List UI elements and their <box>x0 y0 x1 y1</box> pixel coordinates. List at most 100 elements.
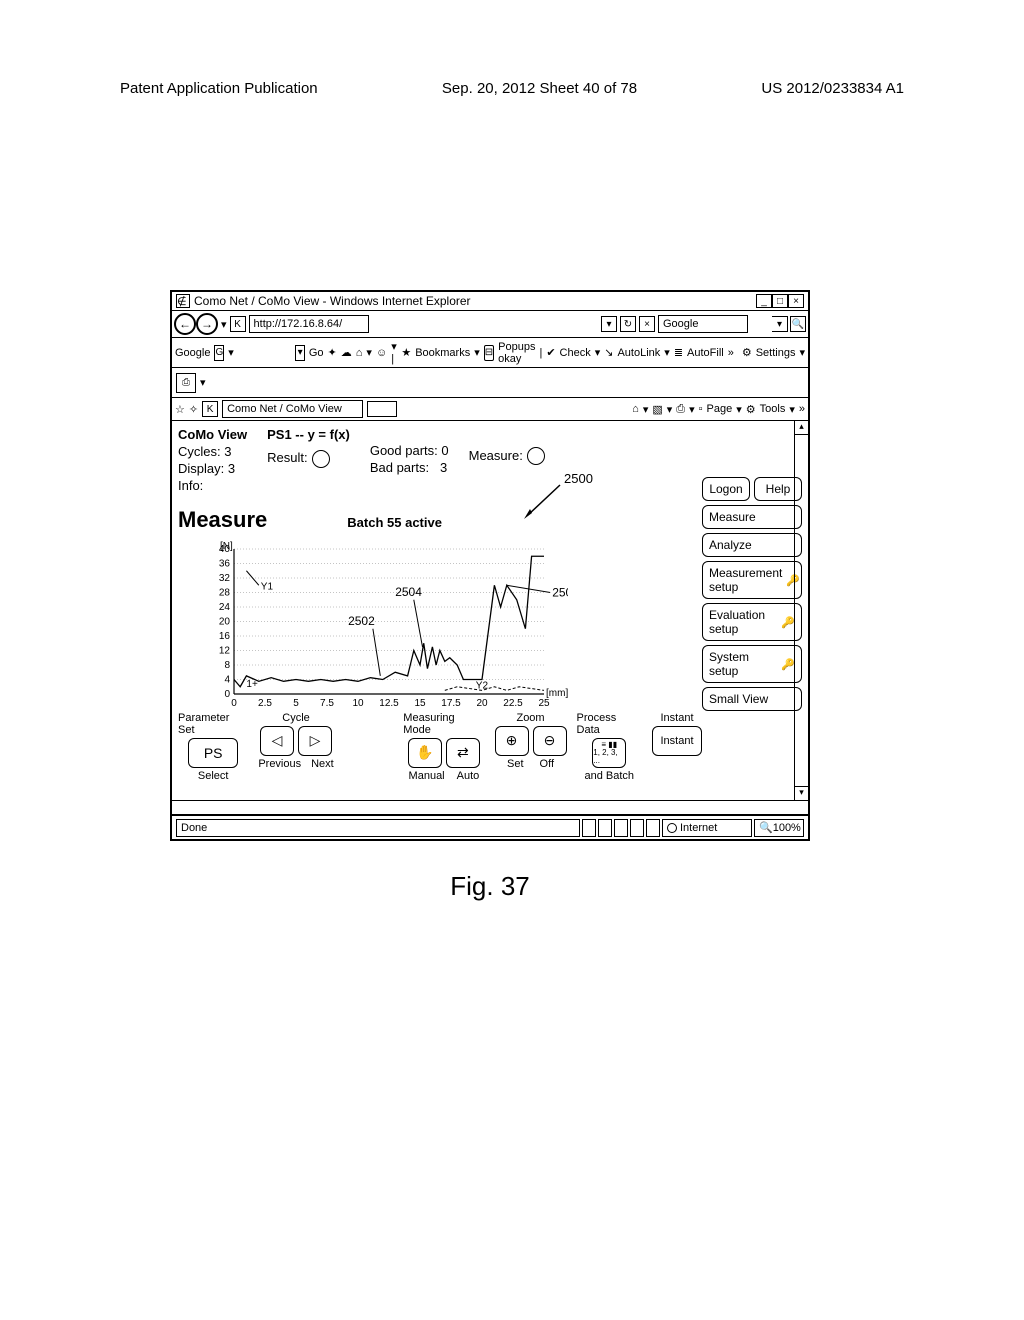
google-search-dd[interactable]: ▾ <box>295 345 305 361</box>
cycles-label: Cycles: <box>178 444 221 459</box>
overflow-icon[interactable]: » <box>728 347 734 359</box>
instant-header: Instant <box>660 712 693 724</box>
set-label: Set <box>507 758 524 770</box>
forward-button[interactable]: → <box>196 313 218 335</box>
side-analyze-button[interactable]: Analyze <box>702 533 802 557</box>
print-icon[interactable]: ⎙ <box>676 403 685 416</box>
window-title: Como Net / CoMo View - Windows Internet … <box>194 294 752 308</box>
home-icon[interactable]: ⌂ <box>632 403 639 415</box>
add-fav-icon[interactable]: ✧ <box>189 403 198 416</box>
blank-tab[interactable] <box>367 401 397 417</box>
window-buttons: _ □ × <box>756 294 804 308</box>
status-cell-3 <box>614 819 628 837</box>
page-menu-icon[interactable]: ▫ <box>699 403 703 415</box>
pdf-dd-icon[interactable]: ▾ <box>200 376 206 389</box>
autofill-label[interactable]: AutoFill <box>687 347 724 359</box>
scroll-down-icon[interactable]: ▾ <box>795 786 808 800</box>
zoom-off-button[interactable]: ⊖ <box>533 726 567 756</box>
measure-block: Measure: <box>469 427 545 465</box>
process-data-button[interactable]: ≡ ▮▮ 1, 2, 3, ... <box>592 738 626 768</box>
google-go[interactable]: Go <box>309 347 324 359</box>
fav-star-icon[interactable]: ☆ <box>175 403 185 416</box>
svg-text:Y2: Y2 <box>476 680 489 691</box>
star-icon[interactable]: ★ <box>401 346 411 359</box>
select-label: Select <box>198 770 229 782</box>
search-input[interactable] <box>658 315 748 333</box>
status-cell-2 <box>598 819 612 837</box>
autolink-label[interactable]: AutoLink <box>617 347 660 359</box>
tools-menu[interactable]: Tools <box>760 403 786 415</box>
zoom-status[interactable]: 🔍100% <box>754 819 804 837</box>
minimize-button[interactable]: _ <box>756 294 772 308</box>
toolbar-icon-3[interactable]: ⌂ <box>356 347 363 359</box>
svg-text:22.5: 22.5 <box>503 698 523 709</box>
popups-label[interactable]: Popups okay <box>498 341 535 365</box>
dropdown-icon[interactable]: ▾ <box>221 318 227 331</box>
page-menu[interactable]: Page <box>707 403 733 415</box>
manual-button[interactable]: ✋ <box>408 738 442 768</box>
instant-button[interactable]: Instant <box>652 726 702 756</box>
toolbar-icon-1[interactable]: ✦ <box>328 346 337 359</box>
ps-block: PS1 -- y = f(x) Result: <box>267 427 350 468</box>
figure-caption: Fig. 37 <box>170 871 810 902</box>
vertical-scrollbar[interactable]: ▴ ▾ <box>794 421 808 800</box>
svg-text:5: 5 <box>293 698 299 709</box>
google-dd-icon[interactable]: ▾ <box>228 346 234 359</box>
back-button[interactable]: ← <box>174 313 196 335</box>
svg-text:[N]: [N] <box>220 541 233 552</box>
settings-label[interactable]: Settings <box>756 347 796 359</box>
side-system-setup-button[interactable]: System setup🔑 <box>702 645 802 683</box>
feed-icon[interactable]: ▧ <box>652 403 662 416</box>
measure-label: Measure: <box>469 448 523 465</box>
check-label[interactable]: Check <box>560 347 591 359</box>
main-panel: CoMo View Cycles: 3 Display: 3 Info: PS1… <box>178 427 702 794</box>
side-measure-button[interactable]: Measure <box>702 505 802 529</box>
side-panel: Logon Help Measure Analyze Measurement s… <box>702 427 802 794</box>
tools-menu-icon[interactable]: ⚙ <box>746 403 756 416</box>
refresh-button[interactable]: ↻ <box>620 316 636 332</box>
check-icon[interactable]: ✔ <box>546 346 555 359</box>
and-batch-label: and Batch <box>584 770 634 782</box>
svg-text:12.5: 12.5 <box>379 698 399 709</box>
auto-button[interactable]: ⇄ <box>446 738 480 768</box>
controls-row: Parameter Set PS Select Cycle ◁ ▷ Previo… <box>178 712 702 782</box>
titlebar: ∉ Como Net / CoMo View - Windows Interne… <box>172 292 808 311</box>
pub-number: US 2012/0233834 A1 <box>761 80 904 97</box>
settings-gear-icon[interactable]: ⚙ <box>742 346 752 359</box>
url-input[interactable] <box>249 315 369 333</box>
previous-label: Previous <box>258 758 301 770</box>
search-dropdown-icon[interactable]: ▾ <box>772 316 788 332</box>
bookmarks-label[interactable]: Bookmarks <box>415 347 470 359</box>
ps-button[interactable]: PS <box>188 738 238 768</box>
toolbar-icon-4[interactable]: ☺ <box>376 347 387 359</box>
pub-date-sheet: Sep. 20, 2012 Sheet 40 of 78 <box>442 80 637 97</box>
autolink-icon[interactable]: ↘ <box>604 346 613 359</box>
maximize-button[interactable]: □ <box>772 294 788 308</box>
side-evaluation-setup-button[interactable]: Evaluation setup🔑 <box>702 603 802 641</box>
toolbar-icon-2[interactable]: ☁ <box>341 346 352 359</box>
side-small-view-button[interactable]: Small View <box>702 687 802 711</box>
key-icon: 🔑 <box>781 658 795 671</box>
popup-icon[interactable]: ⊟ <box>484 345 494 361</box>
scroll-up-icon[interactable]: ▴ <box>795 421 808 435</box>
autofill-icon[interactable]: ≣ <box>674 346 683 359</box>
ps-formula: PS1 -- y = f(x) <box>267 427 350 444</box>
search-go-icon[interactable]: 🔍 <box>790 316 806 332</box>
refresh-dropdown-icon[interactable]: ▾ <box>601 316 617 332</box>
tab-title[interactable]: Como Net / CoMo View <box>222 400 363 418</box>
pdf-tool-icon[interactable]: ⎙ <box>176 373 196 393</box>
close-button[interactable]: × <box>788 294 804 308</box>
side-measurement-setup-button[interactable]: Measurement setup🔑 <box>702 561 802 599</box>
next-button[interactable]: ▷ <box>298 726 332 756</box>
zoom-set-button[interactable]: ⊕ <box>495 726 529 756</box>
process-data-group: Process Data ≡ ▮▮ 1, 2, 3, ... and Batch <box>577 712 642 782</box>
svg-text:15: 15 <box>414 698 426 709</box>
logon-button[interactable]: Logon <box>702 477 750 501</box>
stop-button[interactable]: × <box>639 316 655 332</box>
tab-overflow-icon[interactable]: » <box>799 403 805 415</box>
google-g-icon[interactable]: G <box>214 345 224 361</box>
measure-indicator-icon <box>527 447 545 465</box>
svg-text:12: 12 <box>219 645 231 656</box>
svg-text:20: 20 <box>219 616 231 627</box>
prev-button[interactable]: ◁ <box>260 726 294 756</box>
